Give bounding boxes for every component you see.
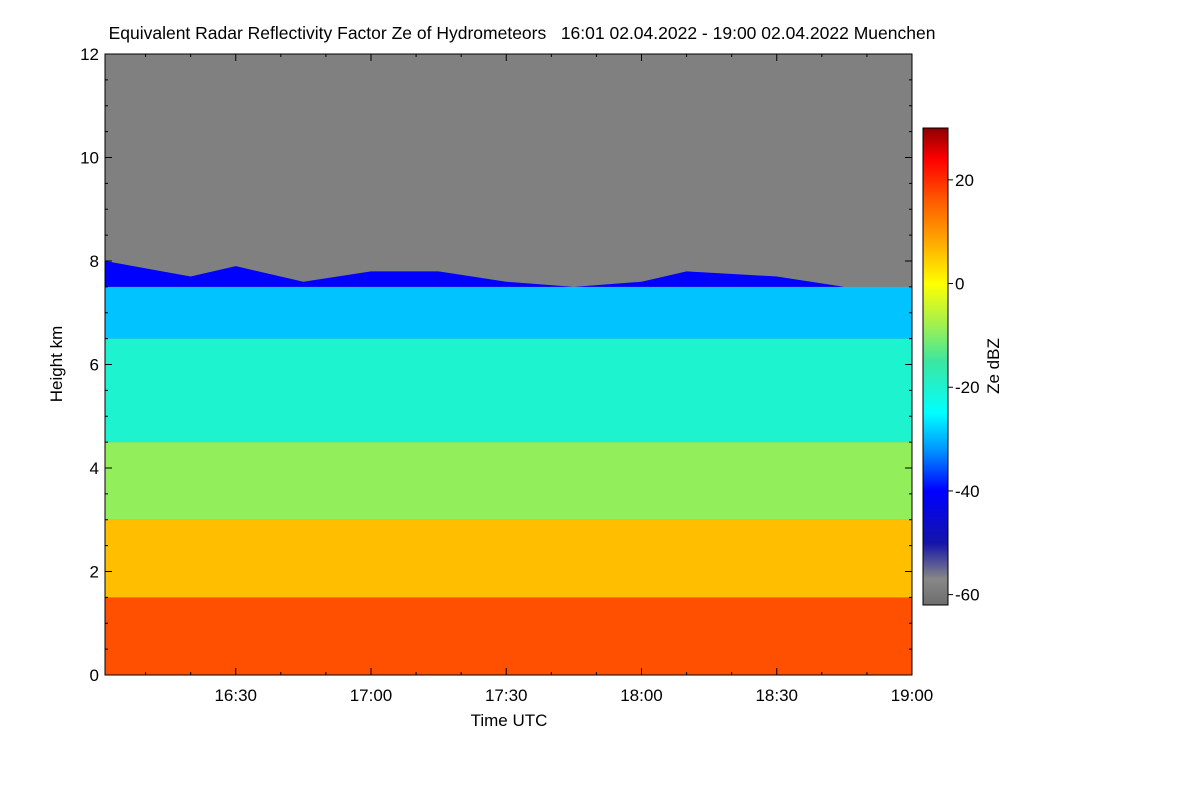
colorbar-tick-label: -40 — [955, 482, 980, 501]
y-tick-label: 2 — [90, 563, 99, 582]
y-tick-label: 0 — [90, 666, 99, 685]
colorbar-tick-label: -60 — [955, 586, 980, 605]
x-tick-label: 17:30 — [485, 686, 528, 705]
y-axis: 0 2 4 6 8 10 12 — [80, 45, 912, 685]
reflectivity-band-4 — [105, 286, 912, 339]
y-tick-label: 6 — [90, 356, 99, 375]
colorbar-label: Ze dBZ — [984, 338, 1003, 394]
x-tick-label: 17:00 — [350, 686, 393, 705]
chart-title: Equivalent Radar Reflectivity Factor Ze … — [109, 23, 936, 43]
colorbar-tick-label: 20 — [955, 171, 974, 190]
x-tick-label: 19:00 — [891, 686, 934, 705]
colorbar: 20 0 -20 -40 -60 Ze dBZ — [922, 127, 1003, 606]
reflectivity-band-1 — [105, 519, 912, 598]
x-tick-label: 18:00 — [620, 686, 663, 705]
x-axis: 16:30 17:00 17:30 18:00 18:30 19:00 — [145, 54, 934, 705]
x-tick-label: 16:30 — [214, 686, 257, 705]
colorbar-tick-label: -20 — [955, 378, 980, 397]
reflectivity-band-3 — [105, 338, 912, 443]
plot-area — [105, 54, 912, 675]
y-axis-label: Height km — [47, 326, 66, 403]
colorbar-tick-label: 0 — [955, 275, 964, 294]
colorbar-gradient — [922, 127, 949, 606]
y-tick-label: 8 — [90, 252, 99, 271]
reflectivity-band-5 — [105, 261, 912, 287]
x-tick-label: 18:30 — [755, 686, 798, 705]
y-tick-label: 10 — [80, 149, 99, 168]
y-tick-label: 4 — [90, 459, 99, 478]
y-tick-label: 12 — [80, 45, 99, 64]
reflectivity-band-2 — [105, 442, 912, 520]
x-axis-label: Time UTC — [471, 711, 548, 730]
reflectivity-band-0 — [105, 597, 912, 675]
